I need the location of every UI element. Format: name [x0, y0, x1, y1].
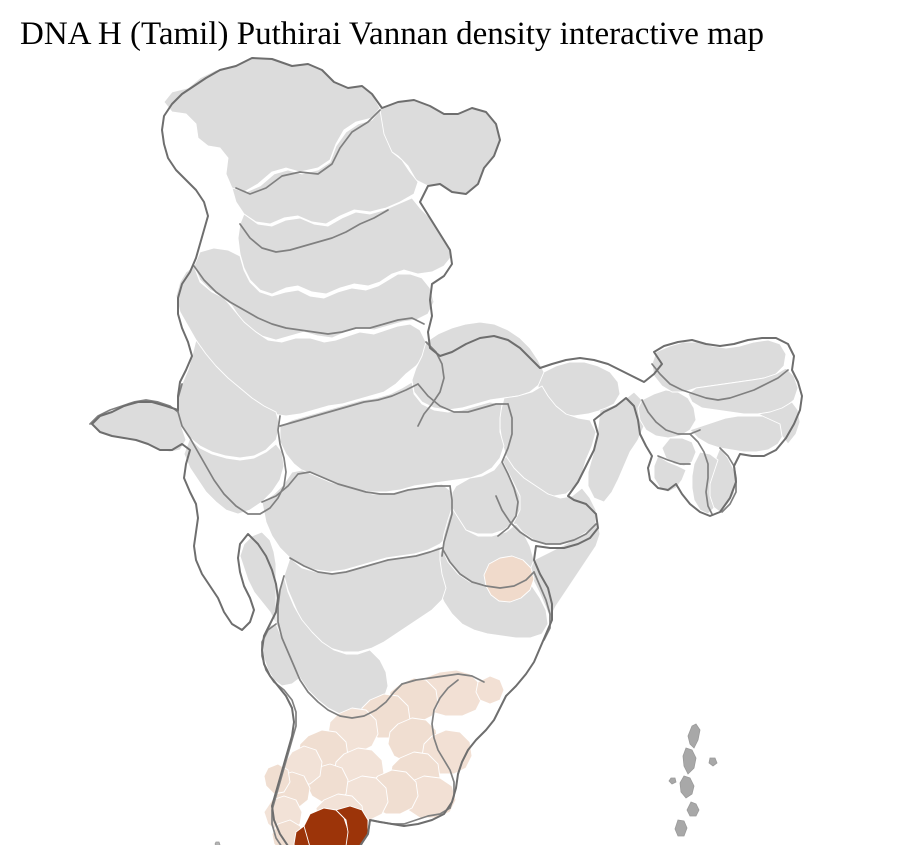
interactive-map-canvas[interactable]: [0, 52, 905, 845]
no-data-districts[interactable]: [91, 57, 801, 845]
high-density-districts[interactable]: [293, 805, 369, 845]
page-title: DNA H (Tamil) Puthirai Vannan density in…: [20, 16, 764, 52]
country-border: [91, 57, 803, 845]
state-borders: [89, 109, 789, 845]
district-tenkasi[interactable]: [293, 825, 318, 845]
andaman-nicobar-islands[interactable]: [668, 723, 718, 845]
low-density-districts[interactable]: [263, 555, 535, 845]
district-chennai[interactable]: [475, 675, 505, 705]
india-choropleth-map[interactable]: [0, 52, 905, 845]
district-prakasam[interactable]: [483, 555, 535, 603]
district-thoothukudi[interactable]: [335, 805, 369, 845]
